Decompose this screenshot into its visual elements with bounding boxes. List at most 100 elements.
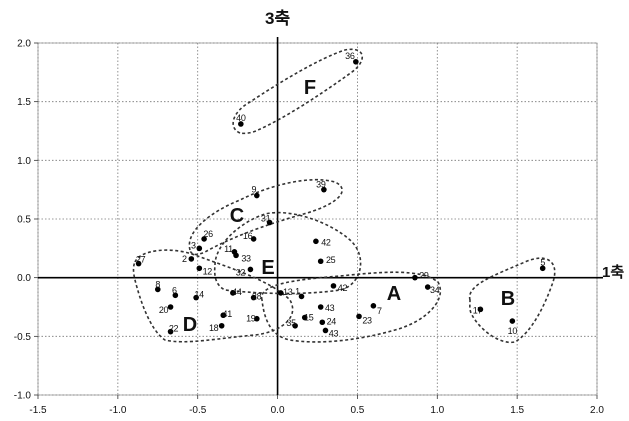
data-point [313,238,319,245]
data-point-label: 3 [191,240,196,250]
data-point-label: 5 [540,257,545,267]
cluster-outline-f [232,48,363,135]
data-point-label: 8 [155,279,160,289]
data-point [196,265,203,272]
data-point [188,256,195,262]
data-point [201,236,207,242]
data-point-label: 35 [286,318,296,328]
cluster-label-c: C [230,205,244,227]
data-point [298,293,305,300]
data-point [477,306,484,313]
x-tick-label: 1.5 [510,405,524,416]
data-point-label: 25 [326,255,336,265]
data-point [220,312,227,319]
data-point-label: 20 [159,305,169,315]
data-point [266,219,273,226]
data-point-label: 34 [430,285,440,295]
data-point [319,319,326,326]
y-tick-label: 1.5 [17,97,31,108]
cluster-outline-a [261,271,442,343]
x-axis-title: 1축 [602,264,624,281]
data-point-label: 43 [329,328,339,338]
data-point [218,322,225,329]
data-point [330,283,337,289]
cluster-label-f: F [304,77,316,99]
data-point-label: 31 [261,214,271,224]
data-point-label: 33 [241,253,251,263]
data-point-label: 42 [321,237,331,247]
data-point-label: 16 [243,231,253,241]
data-point-label: 41 [223,309,233,319]
data-point [412,274,418,281]
data-point-label: 32 [236,267,246,277]
data-point-label: 14 [194,290,204,300]
cluster-label-d: D [183,314,197,336]
cluster-outline-b [469,257,556,344]
cluster-outline-d [132,249,294,343]
data-point [321,186,327,193]
data-point [196,245,203,252]
data-point [370,303,377,309]
data-point [193,294,199,301]
data-point-label: 15 [304,313,314,323]
x-tick-label: -1.0 [109,405,127,416]
y-tick-label: 0.5 [17,215,31,226]
data-point-label: 39 [316,180,326,190]
y-tick-label: 1.0 [17,156,31,167]
data-point-label: 36 [345,51,355,61]
data-point-label: 18 [209,323,219,333]
data-point-label: 22 [169,324,179,334]
x-tick-label: 2.0 [590,405,604,416]
data-point-label: 9 [251,185,256,195]
data-point-label: 13 [283,287,293,297]
data-point-label: 11 [224,244,233,254]
cluster-label-e: E [261,257,274,279]
data-point [254,192,260,199]
cluster-outline-e [213,211,362,295]
data-point-label: 19 [246,314,256,324]
cluster-label-b: B [501,288,515,310]
data-point-label: 42 [338,283,348,293]
data-point-label: 43 [325,303,335,313]
data-point [135,260,142,267]
data-point [167,304,174,310]
data-point-label: 10 [508,326,518,336]
data-point [230,290,236,296]
data-point [154,286,161,293]
data-point [322,327,329,334]
data-point [424,284,431,290]
data-point [539,265,546,272]
data-point [247,266,254,273]
data-point-label: 27 [136,255,146,265]
data-point [317,258,324,265]
data-point [292,322,298,329]
y-tick-label: 0.0 [17,273,31,284]
data-point [167,328,174,335]
data-point [509,318,516,324]
data-point-label: 26 [203,229,213,239]
data-point-label: 1 [295,286,300,296]
data-point-label: 7 [377,306,382,316]
data-point-label: 12 [203,266,213,276]
x-tick-label: -0.5 [189,405,207,416]
data-point-label: 44 [232,287,242,297]
y-axis-title: 3축 [265,9,290,28]
cluster-label-a: A [387,283,401,305]
data-point [254,315,260,322]
data-point [317,304,324,310]
y-tick-label: -1.0 [14,391,32,402]
data-point-label: 17 [473,305,483,315]
data-point [250,236,257,242]
y-tick-label: -0.5 [14,332,32,343]
data-point [250,294,257,301]
x-tick-label: -1.5 [29,405,47,416]
data-point [172,292,179,299]
data-point-label: 6 [172,285,177,295]
data-point-label: 40 [236,113,246,123]
y-tick-label: 2.0 [17,39,31,50]
data-point [353,58,359,65]
cluster-outline-c [188,178,343,256]
data-point [277,290,284,296]
